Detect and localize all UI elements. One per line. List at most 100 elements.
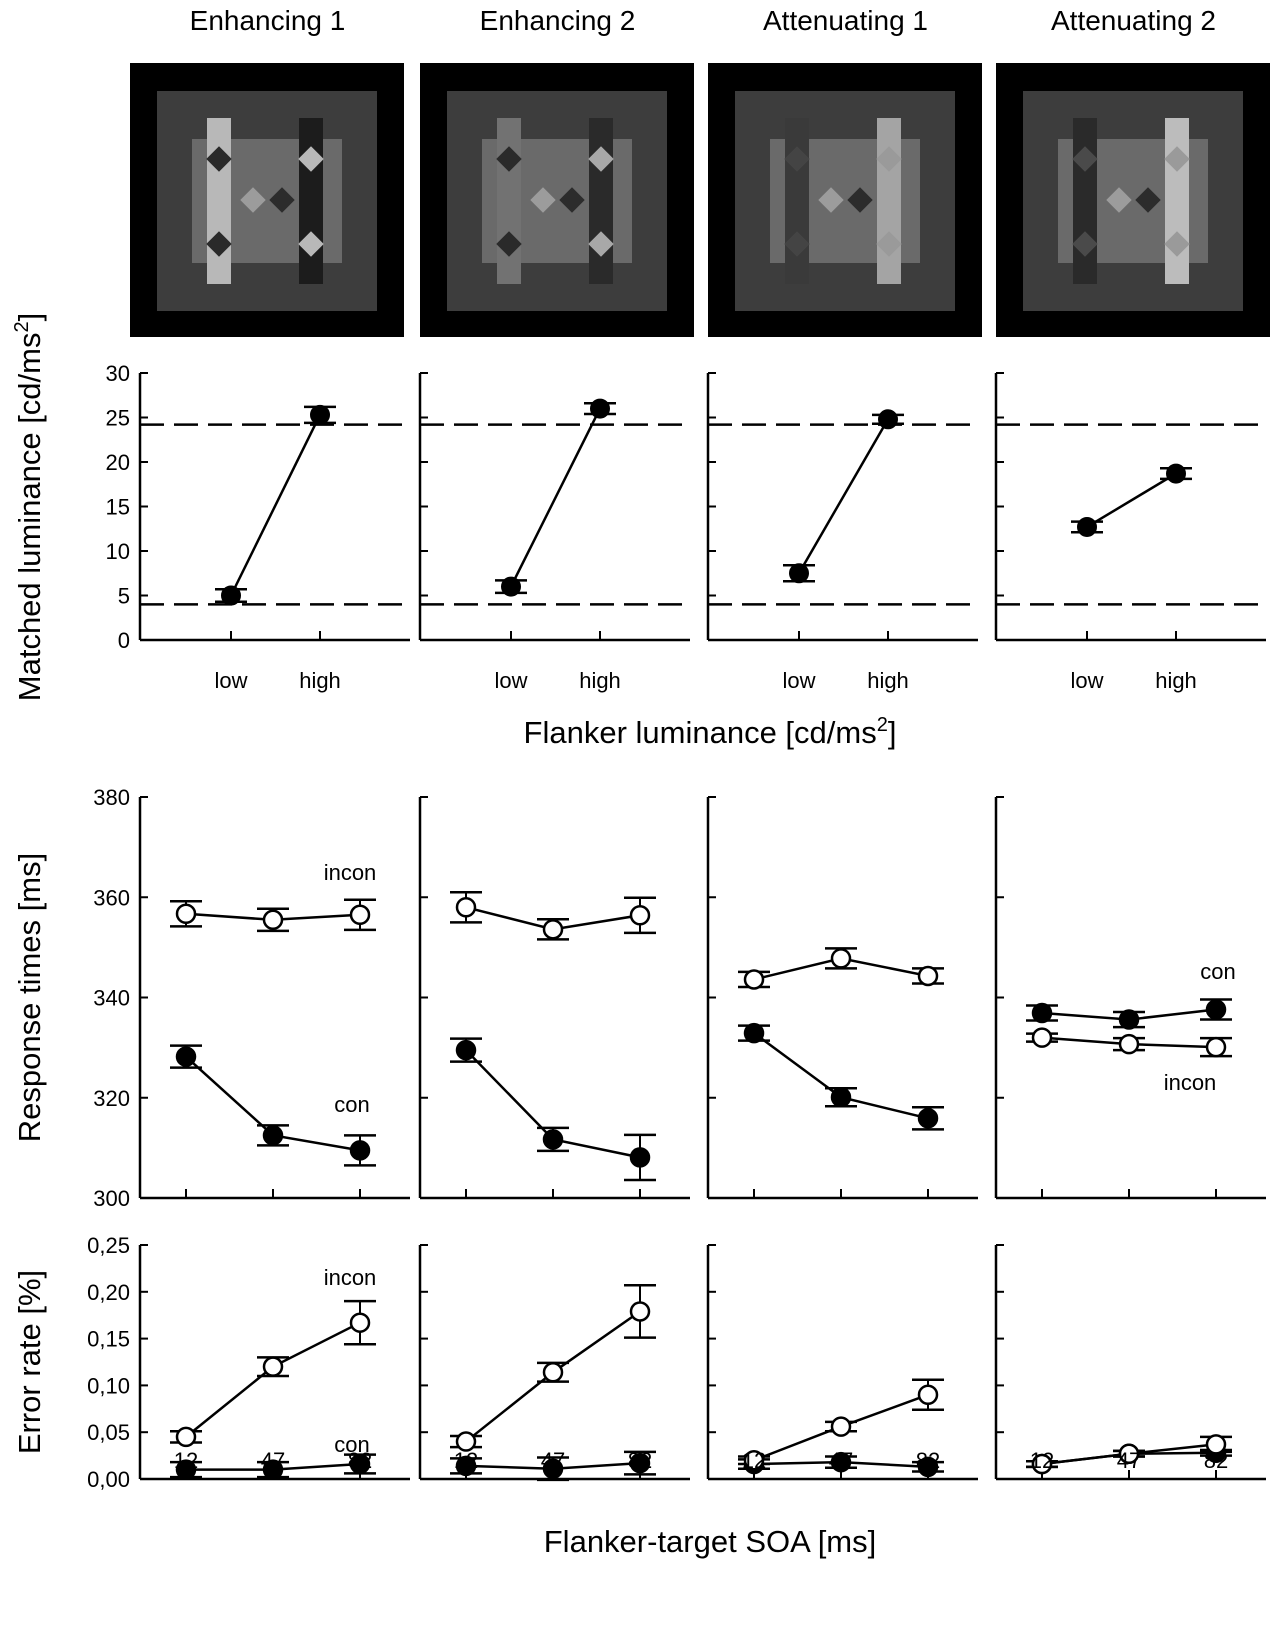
x-tick-label: 12 — [174, 1448, 198, 1473]
x-tick-label: low — [214, 668, 247, 693]
y-tick-label: 10 — [106, 539, 130, 564]
right-diamond — [298, 231, 324, 257]
series-label: con — [334, 1092, 369, 1117]
congruent-point — [455, 1039, 477, 1061]
y-tick-label: 0 — [118, 628, 130, 653]
error_rate-panel: 12 47 82 — [418, 1244, 690, 1482]
center-diamond — [559, 187, 585, 213]
congruent-point — [830, 1086, 852, 1108]
left-flanker-bar — [1073, 118, 1097, 284]
matching-panel: low high — [418, 372, 690, 693]
incongruent-point — [1031, 1027, 1053, 1048]
y-tick-label: 300 — [93, 1186, 130, 1211]
incongruent-point — [629, 905, 651, 926]
congruent-point — [917, 1456, 939, 1478]
y-tick-label: 380 — [93, 785, 130, 810]
x-tick-label: low — [494, 668, 527, 693]
stimulus-panel — [130, 63, 404, 337]
series-line — [797, 418, 890, 574]
incongruent-point — [349, 904, 371, 926]
x-tick-label: low — [782, 668, 815, 693]
data-point — [501, 576, 521, 597]
x-tick-label: 47 — [1117, 1448, 1141, 1473]
series-label: con — [334, 1432, 369, 1457]
incongruent-point — [542, 1362, 564, 1383]
congruent-point — [1118, 1009, 1140, 1030]
congruent-point — [629, 1147, 651, 1168]
center-diamond — [530, 187, 556, 213]
error_rate-panel: 12 47 82 — [706, 1244, 978, 1481]
incongruent-point — [743, 969, 765, 990]
series-label: incon — [1164, 1070, 1217, 1095]
stimulus-panel — [420, 63, 694, 337]
incongruent-point — [1031, 1453, 1053, 1475]
data-point — [878, 409, 898, 430]
column-title: Enhancing 1 — [190, 5, 346, 36]
series-line — [509, 408, 602, 588]
y-axis-label: Error rate [%] — [12, 1270, 47, 1454]
series-label: incon — [324, 1265, 377, 1290]
y-tick-label: 0,00 — [87, 1467, 130, 1492]
incongruent-point — [1205, 1036, 1227, 1058]
incongruent-point — [542, 919, 564, 940]
x-axis-label: Flanker luminance [cd/ms2] — [524, 714, 897, 750]
y-axis-label: Matched luminance [cd/ms2] — [11, 313, 47, 701]
y-tick-label: 0,10 — [87, 1373, 130, 1398]
series-line — [1086, 472, 1177, 529]
column-title: Attenuating 1 — [763, 5, 928, 36]
x-tick-label: high — [299, 668, 341, 693]
right-flanker-bar — [877, 118, 901, 284]
right-diamond — [588, 231, 614, 257]
left-flanker-bar — [207, 118, 231, 284]
y-tick-label: 0,05 — [87, 1420, 130, 1445]
right-diamond — [876, 231, 902, 257]
matching-panel: low high — [994, 372, 1266, 693]
x-tick-label: 12 — [742, 1448, 766, 1473]
incongruent-point — [917, 965, 939, 987]
data-point — [221, 585, 241, 606]
x-tick-label: 12 — [1030, 1448, 1054, 1473]
congruent-point — [262, 1459, 284, 1480]
incongruent-point — [1205, 1434, 1227, 1455]
y-tick-label: 320 — [93, 1086, 130, 1111]
y-tick-label: 20 — [106, 450, 130, 475]
center-diamond — [847, 187, 873, 213]
center-diamond — [818, 187, 844, 213]
series-label: con — [1200, 959, 1235, 984]
data-point — [789, 563, 809, 584]
incongruent-point — [629, 1301, 651, 1322]
incongruent-point — [1118, 1443, 1140, 1464]
x-tick-label: 82 — [916, 1448, 940, 1473]
left-diamond — [496, 146, 522, 172]
data-point — [1166, 463, 1186, 484]
error_rate-panel: 12 47 82 — [994, 1244, 1266, 1481]
x-tick-label: 47 — [261, 1448, 285, 1473]
response_times-panel — [706, 796, 978, 1200]
y-tick-label: 0,25 — [87, 1233, 130, 1258]
response_times-panel: con incon — [994, 796, 1266, 1200]
left-flanker-bar — [497, 118, 521, 284]
congruent-point — [542, 1458, 564, 1479]
y-tick-label: 0,20 — [87, 1280, 130, 1305]
y-tick-label: 15 — [106, 495, 130, 520]
stimulus-panel — [996, 63, 1270, 337]
x-tick-label: 82 — [628, 1448, 652, 1473]
right-diamond — [876, 146, 902, 172]
incongruent-point — [743, 1450, 765, 1471]
incongruent-point — [262, 1356, 284, 1377]
congruent-point — [1031, 1002, 1053, 1024]
left-diamond — [784, 231, 810, 257]
error_rate-panel: 0,00 0,05 0,10 0,15 0,20 0,25 incon con 12 47 82 — [87, 1233, 410, 1492]
congruent-point — [542, 1129, 564, 1150]
response_times-panel: 300 320 340 360 380 incon con — [93, 785, 410, 1211]
matching-panel: 0 5 10 15 20 25 30 low high — [106, 361, 410, 693]
y-tick-label: 360 — [93, 885, 130, 910]
congruent-point — [349, 1140, 371, 1161]
x-tick-label: 82 — [348, 1448, 372, 1473]
y-tick-label: 340 — [93, 986, 130, 1011]
congruent-point — [917, 1108, 939, 1129]
incongruent-point — [830, 1416, 852, 1437]
x-tick-label: high — [867, 668, 909, 693]
x-tick-label: 12 — [454, 1448, 478, 1473]
